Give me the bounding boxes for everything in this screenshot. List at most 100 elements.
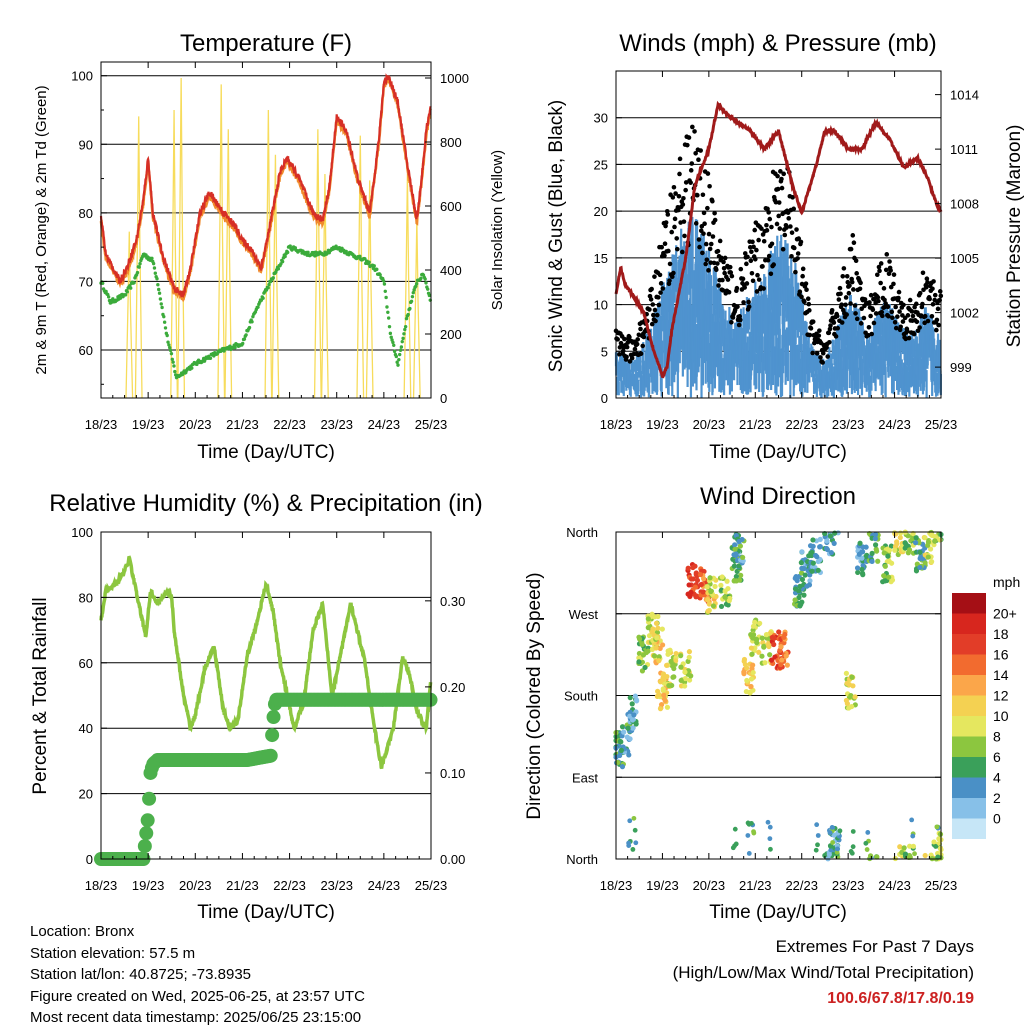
wind-direction-point (824, 546, 831, 553)
gust-point (736, 322, 742, 328)
gust-point (826, 330, 832, 336)
humidity-ytick-label: 0 (86, 852, 93, 867)
wind-direction-point (874, 548, 880, 554)
gust-point (676, 207, 681, 213)
wind-direction-point (815, 567, 821, 573)
wind-direction-point (682, 675, 688, 682)
wind-direction-point (662, 697, 668, 704)
wind-direction-point (810, 560, 816, 566)
wind-direction-point (767, 824, 773, 830)
dewpoint-point (423, 277, 427, 281)
gust-point (774, 221, 780, 227)
wind-direction-point (815, 833, 821, 838)
winds-xtick-label: 19/23 (646, 417, 679, 432)
dewpoint-point (367, 260, 371, 264)
gust-point (669, 274, 675, 279)
gust-point (702, 221, 707, 227)
gust-point (666, 248, 671, 254)
pressure-ytick-label: 999 (950, 360, 972, 375)
winds-ytick-label: 15 (594, 251, 608, 266)
wind-direction-point (931, 839, 937, 845)
dewpoint-point (394, 354, 399, 359)
wind-direction-point (665, 651, 671, 657)
gust-point (692, 129, 697, 134)
gust-point (775, 173, 780, 179)
wind-direction-point (633, 721, 639, 727)
winds-ytick-label: 20 (594, 204, 608, 219)
wind-direction-point (656, 692, 662, 698)
gust-point (816, 333, 822, 338)
gust-point (850, 233, 856, 238)
wind-direction-point (688, 589, 694, 595)
gust-point (695, 192, 700, 198)
wind-direction-point (784, 662, 790, 668)
gust-point (793, 269, 798, 275)
gust-point (845, 279, 851, 285)
temperature-xtick-label: 18/23 (85, 417, 118, 432)
wind-direction-point (906, 547, 913, 553)
wind-direction-point (630, 725, 636, 731)
gust-point (851, 240, 857, 245)
gust-point (660, 286, 666, 291)
humidity-xtick-label: 20/23 (179, 878, 212, 893)
wind-direction-point (767, 836, 773, 842)
wind-direction-point (731, 563, 737, 569)
gust-point (847, 283, 852, 288)
wind-direction-xtick-label: 24/23 (878, 878, 911, 893)
dewpoint-point (306, 250, 310, 255)
wind-direction-point (869, 550, 875, 556)
gust-point (820, 350, 826, 356)
wind-direction-point (917, 549, 923, 555)
gust-point (634, 341, 640, 347)
gust-point (674, 236, 680, 241)
gust-point (750, 278, 756, 284)
gust-point (742, 251, 748, 256)
gust-point (836, 297, 842, 302)
wind-direction-ytick-label: South (564, 689, 598, 704)
wind-direction-point (892, 547, 898, 553)
wind-direction-point (686, 677, 693, 683)
gust-point (843, 295, 849, 300)
wind-direction-point (835, 846, 841, 852)
gust-point (910, 313, 916, 319)
gust-point (735, 304, 740, 310)
solar-ytick-label: 800 (440, 135, 462, 150)
humidity-xtick-label: 23/23 (320, 878, 353, 893)
winds-panel: 0 5 10 15 20 25 30 999 1002 1005 1008 1011 1014 18/23… (546, 30, 1024, 463)
humidity-ylabel: Percent & Total Rainfall (30, 597, 51, 794)
gust-point (781, 171, 786, 177)
dewpoint-point (402, 332, 406, 336)
latlon-text: Station lat/lon: 40.8725; -73.8935 (30, 966, 252, 983)
wind-direction-xtick-label: 23/23 (832, 878, 865, 893)
wind-direction-point (922, 560, 928, 566)
speed-legend-label: 8 (993, 729, 1001, 745)
dewpoint-point (386, 316, 391, 320)
gust-point (925, 318, 931, 324)
wind-direction-point (886, 574, 892, 580)
gust-point (638, 351, 644, 357)
gust-point (839, 302, 844, 308)
gust-point (688, 168, 694, 173)
winds-ytick-label: 25 (594, 157, 608, 172)
dewpoint-point (173, 369, 177, 374)
gust-point (765, 206, 770, 212)
wind-direction-point (732, 546, 738, 552)
wind-direction-point (658, 701, 665, 708)
dewpoint-point (172, 364, 176, 368)
gust-point (786, 216, 792, 221)
wind-direction-point (673, 658, 679, 664)
wind-direction-point (783, 653, 789, 659)
wind-direction-point (627, 713, 633, 719)
gust-point (777, 226, 783, 231)
gust-point (737, 314, 742, 319)
temperature-xtick-label: 23/23 (320, 417, 353, 432)
gust-point (911, 331, 917, 337)
gust-point (858, 321, 864, 326)
gust-point (803, 281, 809, 286)
gust-point (795, 256, 800, 261)
wind-direction-point (759, 635, 765, 641)
wind-direction-point (693, 571, 699, 577)
gust-point (667, 261, 673, 267)
wind-direction-xtick-label: 21/23 (739, 878, 772, 893)
